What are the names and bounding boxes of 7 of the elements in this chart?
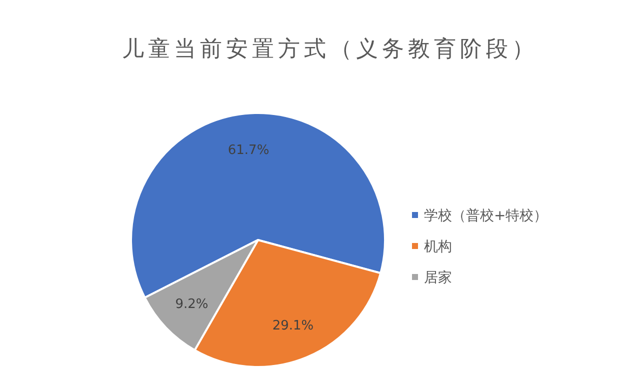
data-label: 29.1% — [272, 318, 314, 334]
chart-title: 儿童当前安置方式（义务教育阶段） — [122, 36, 538, 62]
legend-label: 机构 — [424, 239, 452, 255]
data-label: 9.2% — [175, 297, 208, 312]
data-label: 61.7% — [228, 143, 270, 158]
legend-label: 居家 — [424, 270, 452, 286]
legend-label: 学校（普校+特校） — [424, 207, 548, 224]
